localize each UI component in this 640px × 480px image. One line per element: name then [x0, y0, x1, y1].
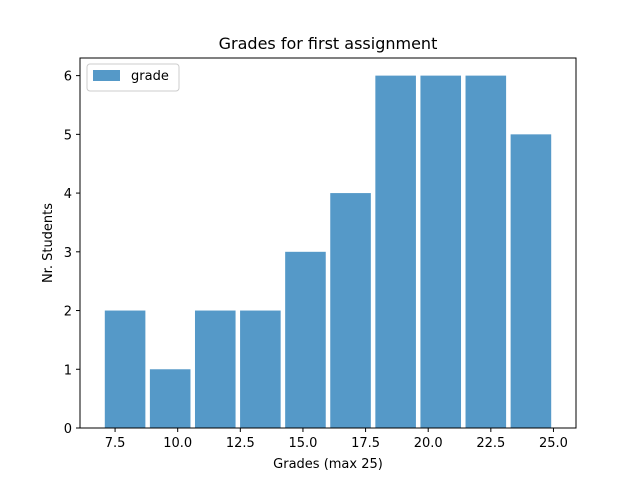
- x-tick-label: 12.5: [226, 436, 255, 451]
- x-axis-label: Grades (max 25): [273, 457, 383, 472]
- bars-group: [104, 75, 552, 428]
- x-tick-label: 25.0: [539, 436, 568, 451]
- bar-0: [104, 310, 146, 428]
- ticks-group: 7.5 10.0 12.5 15.0 17.5 20.0 22.5 25.0 0 1 2 3 4 5 6: [64, 70, 568, 451]
- legend-swatch: [93, 70, 120, 81]
- x-tick-label: 17.5: [351, 436, 380, 451]
- chart-title: Grades for first assignment: [219, 34, 438, 53]
- y-tick-label: 5: [64, 128, 72, 143]
- x-tick-label: 22.5: [476, 436, 505, 451]
- bar-4: [285, 251, 326, 428]
- bar-6: [375, 75, 416, 428]
- bar-7: [420, 75, 462, 428]
- y-tick-label: 3: [64, 246, 72, 261]
- bar-5: [330, 193, 371, 428]
- bar-8: [465, 75, 507, 428]
- y-tick-label: 0: [64, 422, 72, 437]
- x-tick-label: 7.5: [105, 436, 126, 451]
- legend: grade: [86, 63, 180, 92]
- x-tick-label: 20.0: [414, 436, 443, 451]
- y-tick-label: 4: [64, 187, 72, 202]
- y-tick-label: 2: [64, 305, 72, 320]
- bar-2: [194, 310, 236, 428]
- x-tick-label: 10.0: [163, 436, 192, 451]
- legend-label: grade: [131, 69, 169, 84]
- y-tick-label: 1: [64, 363, 72, 378]
- y-tick-label: 6: [64, 70, 72, 85]
- plot-frame: [79, 57, 577, 429]
- x-tick-label: 15.0: [288, 436, 317, 451]
- bar-3: [240, 310, 281, 428]
- bar-1: [149, 369, 191, 428]
- y-axis-label: Nr. Students: [41, 203, 56, 283]
- bar-9: [510, 134, 552, 428]
